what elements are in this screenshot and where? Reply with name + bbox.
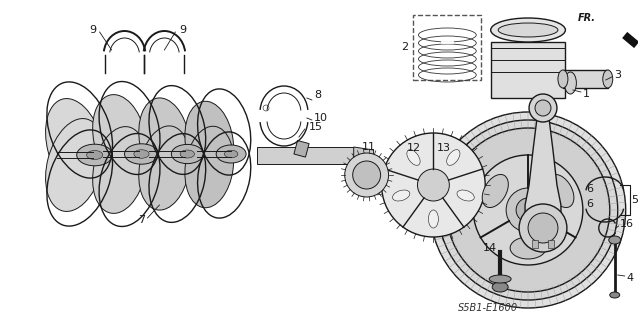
Circle shape bbox=[417, 169, 449, 201]
Text: 16: 16 bbox=[620, 219, 634, 229]
Ellipse shape bbox=[139, 126, 190, 210]
Circle shape bbox=[516, 198, 540, 222]
Text: 12: 12 bbox=[406, 143, 420, 153]
Text: 6: 6 bbox=[586, 199, 593, 209]
Text: 14: 14 bbox=[483, 243, 497, 253]
Ellipse shape bbox=[392, 190, 410, 201]
Ellipse shape bbox=[482, 174, 508, 208]
Circle shape bbox=[353, 161, 381, 189]
Text: 9: 9 bbox=[89, 25, 96, 35]
Ellipse shape bbox=[93, 95, 147, 182]
Ellipse shape bbox=[86, 151, 103, 160]
Circle shape bbox=[473, 155, 583, 265]
Circle shape bbox=[519, 204, 567, 252]
Text: 11: 11 bbox=[362, 142, 376, 152]
Ellipse shape bbox=[603, 70, 612, 88]
Ellipse shape bbox=[77, 144, 113, 166]
Bar bbox=[257, 147, 354, 164]
Text: 10: 10 bbox=[314, 113, 328, 123]
Text: 8: 8 bbox=[314, 90, 321, 100]
Ellipse shape bbox=[134, 150, 149, 158]
Ellipse shape bbox=[139, 98, 190, 182]
Ellipse shape bbox=[407, 150, 420, 165]
Bar bbox=[413, 15, 481, 80]
Ellipse shape bbox=[45, 99, 104, 191]
Circle shape bbox=[438, 120, 618, 300]
Ellipse shape bbox=[457, 190, 474, 201]
Circle shape bbox=[381, 133, 485, 237]
Bar bbox=[548, 240, 554, 248]
Ellipse shape bbox=[172, 145, 204, 164]
Ellipse shape bbox=[610, 292, 620, 298]
Ellipse shape bbox=[225, 150, 238, 158]
Ellipse shape bbox=[180, 150, 195, 158]
Text: 9: 9 bbox=[179, 25, 186, 35]
Circle shape bbox=[345, 153, 388, 197]
Bar bbox=[563, 70, 608, 88]
Ellipse shape bbox=[492, 282, 508, 292]
Bar bbox=[294, 140, 309, 157]
FancyArrow shape bbox=[622, 32, 640, 50]
Ellipse shape bbox=[93, 127, 147, 213]
Ellipse shape bbox=[447, 150, 460, 165]
Text: 4: 4 bbox=[627, 273, 634, 283]
Ellipse shape bbox=[125, 144, 159, 164]
Ellipse shape bbox=[498, 23, 558, 37]
Ellipse shape bbox=[185, 126, 234, 208]
Text: 15: 15 bbox=[309, 122, 323, 132]
Ellipse shape bbox=[564, 72, 577, 94]
Ellipse shape bbox=[45, 119, 104, 211]
Ellipse shape bbox=[491, 18, 565, 42]
Ellipse shape bbox=[489, 275, 511, 283]
Circle shape bbox=[529, 94, 557, 122]
Ellipse shape bbox=[548, 174, 574, 208]
Text: 3: 3 bbox=[614, 70, 621, 80]
Ellipse shape bbox=[428, 210, 438, 228]
Text: 1: 1 bbox=[583, 89, 590, 99]
Circle shape bbox=[528, 213, 558, 243]
Ellipse shape bbox=[185, 101, 234, 183]
Ellipse shape bbox=[609, 236, 621, 244]
Circle shape bbox=[506, 188, 550, 232]
Circle shape bbox=[535, 100, 551, 116]
Text: 13: 13 bbox=[436, 143, 451, 153]
Polygon shape bbox=[354, 147, 374, 164]
Circle shape bbox=[446, 128, 610, 292]
Polygon shape bbox=[525, 118, 561, 220]
Text: 5: 5 bbox=[632, 195, 639, 205]
Ellipse shape bbox=[558, 70, 568, 88]
Ellipse shape bbox=[510, 237, 546, 259]
Bar bbox=[532, 240, 538, 248]
Text: FR.: FR. bbox=[578, 13, 596, 23]
Text: 7: 7 bbox=[138, 215, 145, 225]
Text: 6: 6 bbox=[586, 184, 593, 194]
Bar bbox=[491, 42, 565, 98]
Text: S5B1-E1600: S5B1-E1600 bbox=[458, 303, 518, 313]
Ellipse shape bbox=[216, 145, 246, 163]
Circle shape bbox=[431, 112, 626, 308]
Text: 2: 2 bbox=[401, 42, 408, 52]
